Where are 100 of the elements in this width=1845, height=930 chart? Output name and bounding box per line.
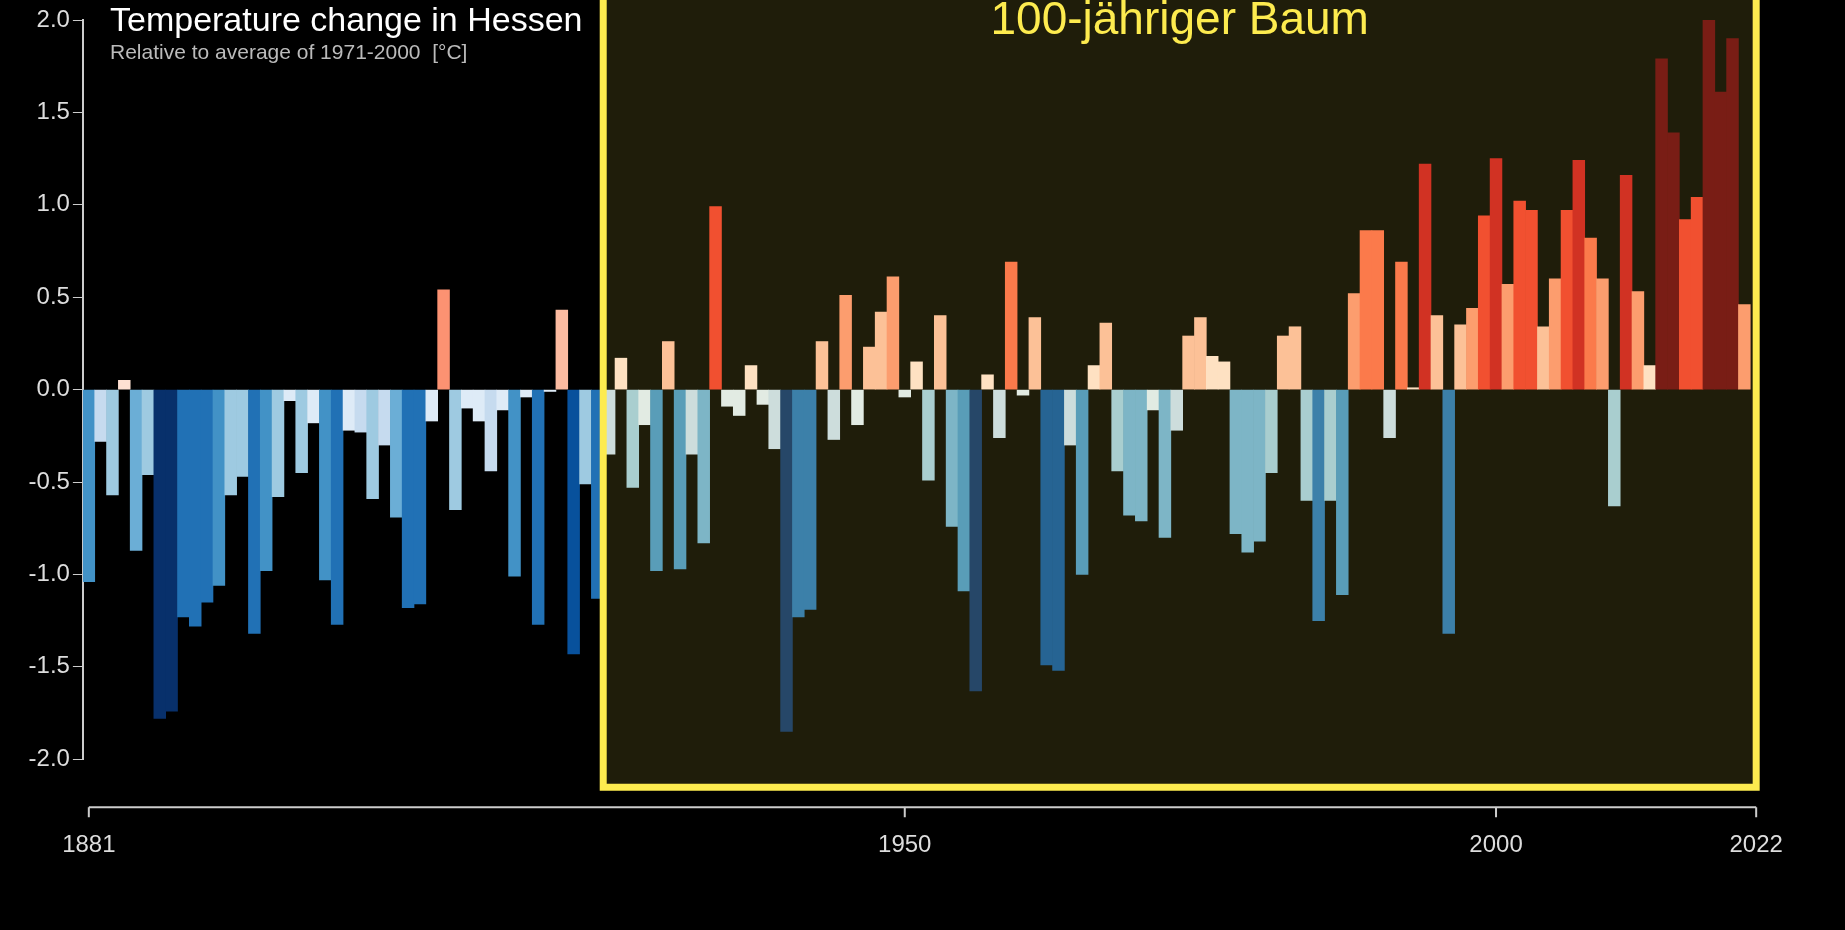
bar bbox=[248, 389, 261, 634]
bar bbox=[839, 295, 852, 390]
chart-title: Temperature change in Hessen bbox=[110, 0, 583, 39]
bar bbox=[673, 389, 687, 570]
bar bbox=[378, 389, 391, 446]
bar bbox=[1336, 389, 1349, 596]
bar bbox=[1572, 160, 1586, 390]
bar bbox=[1064, 389, 1077, 446]
y-tick-label: 1.5 bbox=[36, 97, 70, 125]
bar bbox=[118, 380, 131, 390]
bar bbox=[1489, 158, 1503, 390]
y-tick-label: 1.0 bbox=[36, 189, 70, 217]
bar bbox=[366, 389, 379, 499]
bar bbox=[531, 389, 545, 625]
bar bbox=[697, 389, 710, 544]
bar bbox=[922, 389, 935, 481]
bar bbox=[1395, 261, 1408, 390]
bar bbox=[1560, 210, 1574, 390]
bar bbox=[815, 341, 829, 390]
bar bbox=[1477, 215, 1491, 390]
bar bbox=[106, 389, 119, 496]
bar bbox=[82, 389, 96, 583]
bar bbox=[1442, 389, 1455, 634]
bar bbox=[1584, 237, 1597, 390]
bar bbox=[1454, 324, 1467, 390]
bar bbox=[390, 389, 403, 518]
y-tick-label: 0.5 bbox=[36, 281, 70, 309]
bar bbox=[295, 389, 308, 474]
bar bbox=[780, 389, 793, 732]
bar bbox=[212, 389, 226, 586]
bar bbox=[934, 315, 947, 390]
bar bbox=[945, 389, 959, 527]
bar bbox=[319, 389, 332, 581]
bar bbox=[1631, 291, 1645, 390]
y-tick-label: -1.5 bbox=[28, 651, 70, 679]
bar bbox=[1466, 307, 1479, 390]
bar bbox=[1087, 365, 1101, 390]
bar bbox=[271, 389, 285, 498]
y-tick-label: 0.0 bbox=[36, 374, 70, 402]
bar bbox=[1430, 315, 1444, 390]
bar bbox=[662, 341, 675, 390]
bar bbox=[567, 389, 580, 655]
bar bbox=[1418, 163, 1432, 390]
bar bbox=[1548, 278, 1562, 390]
bar bbox=[744, 365, 758, 390]
bar bbox=[1407, 387, 1420, 390]
text: Relative to average of 1971-2000 [°C] bbox=[110, 40, 468, 64]
bar bbox=[1619, 174, 1633, 390]
bar bbox=[851, 389, 864, 426]
x-tick-label: 2000 bbox=[1469, 830, 1523, 858]
bar bbox=[437, 289, 450, 390]
bar bbox=[1312, 389, 1325, 621]
bar bbox=[993, 389, 1006, 438]
bar bbox=[1028, 317, 1042, 390]
bar bbox=[1170, 389, 1183, 431]
bar bbox=[1099, 322, 1113, 390]
band-label: 100-jähriger Baum bbox=[990, 0, 1369, 44]
bar bbox=[981, 374, 994, 390]
bar bbox=[626, 389, 640, 488]
bar bbox=[1537, 326, 1550, 390]
bar bbox=[342, 389, 356, 431]
bar bbox=[259, 389, 273, 572]
bar bbox=[886, 276, 900, 390]
y-tick-label: -1.0 bbox=[28, 559, 70, 587]
bar bbox=[1265, 389, 1278, 474]
bar bbox=[650, 389, 663, 572]
bar bbox=[1383, 389, 1396, 438]
bar bbox=[1608, 389, 1621, 507]
bar bbox=[614, 357, 628, 390]
bar bbox=[1146, 389, 1160, 411]
x-tick-label: 1881 bbox=[62, 830, 116, 858]
bar bbox=[496, 389, 509, 411]
bar bbox=[425, 389, 438, 422]
bar bbox=[1075, 389, 1089, 575]
bar bbox=[141, 389, 155, 475]
bar bbox=[1111, 389, 1124, 472]
bar bbox=[638, 389, 651, 426]
bar bbox=[307, 389, 320, 424]
bar bbox=[827, 389, 841, 440]
y-tick-label: -0.5 bbox=[28, 466, 70, 494]
bar bbox=[1596, 278, 1609, 390]
bar bbox=[1347, 293, 1361, 390]
bar bbox=[1324, 389, 1337, 501]
x-tick-label: 1950 bbox=[878, 830, 932, 858]
bar bbox=[129, 389, 143, 551]
bar bbox=[969, 389, 982, 692]
bar bbox=[768, 389, 781, 450]
bar bbox=[1738, 304, 1751, 390]
bar bbox=[449, 389, 462, 511]
y-tick-label: 2.0 bbox=[36, 4, 70, 32]
bar bbox=[1158, 389, 1172, 538]
bar bbox=[910, 361, 923, 390]
bar bbox=[555, 309, 569, 390]
bar bbox=[94, 389, 107, 442]
bar bbox=[484, 389, 498, 472]
bar bbox=[709, 206, 722, 390]
bar bbox=[330, 389, 344, 625]
x-tick-label: 2022 bbox=[1729, 830, 1783, 858]
y-tick-label: -2.0 bbox=[28, 743, 70, 771]
bar bbox=[508, 389, 521, 577]
